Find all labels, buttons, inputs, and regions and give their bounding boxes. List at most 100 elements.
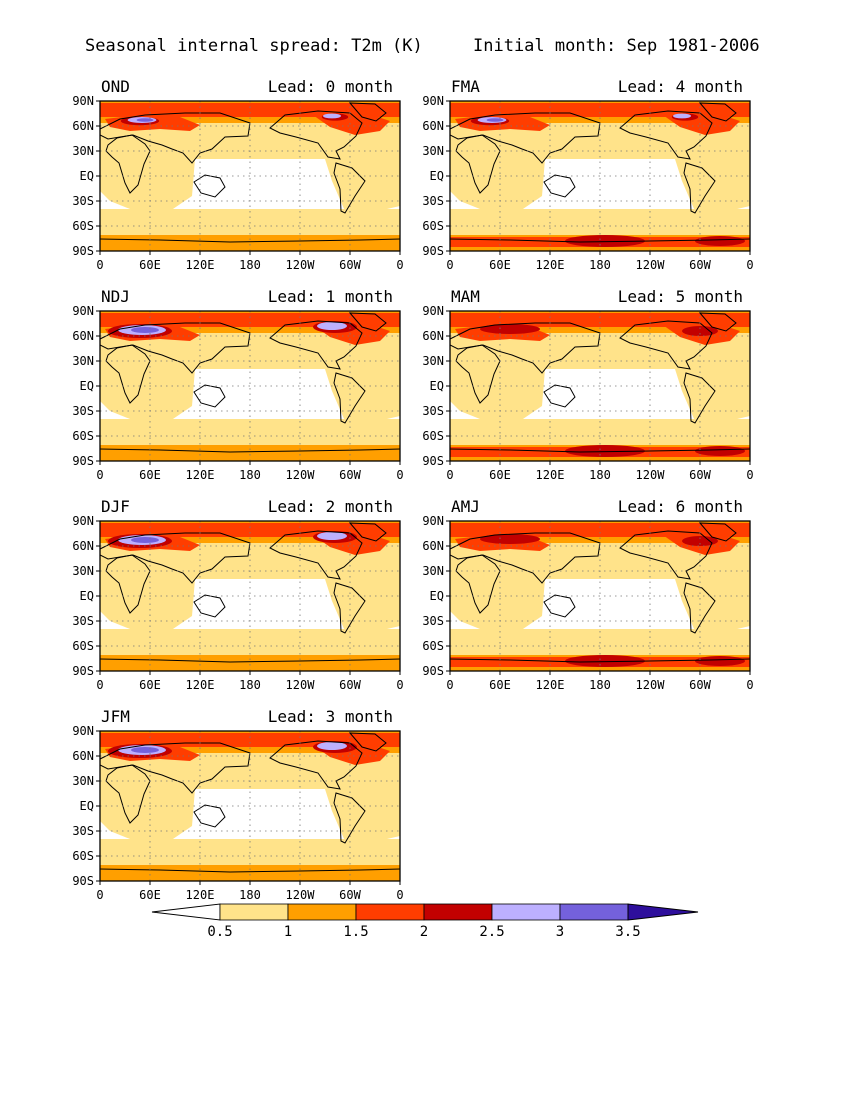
lat-tick-label: 90N — [72, 724, 94, 738]
lon-tick-label: 60E — [139, 468, 161, 482]
lat-tick-label: 90S — [72, 454, 94, 468]
lon-tick-label: 180 — [239, 888, 261, 902]
panel-lead-label: Lead: 6 month — [618, 497, 743, 516]
lat-tick-label: 90N — [422, 94, 444, 108]
lon-tick-label: 60E — [489, 258, 511, 272]
lat-tick-label: 60S — [72, 639, 94, 653]
lon-tick-label: 120E — [536, 258, 565, 272]
lat-tick-label: EQ — [80, 169, 94, 183]
colorbar-low-arrow — [151, 903, 221, 921]
colorbar: 0.5 1 1.5 2 2.5 3 3.5 — [151, 903, 699, 940]
lat-tick-label: 60S — [72, 429, 94, 443]
lon-tick-label: 120W — [636, 468, 666, 482]
lon-tick-label: 180 — [239, 258, 261, 272]
lon-tick-label: 0 — [446, 468, 453, 482]
colorbar-swatch — [287, 903, 357, 921]
colorbar-swatch — [559, 903, 629, 921]
lat-tick-label: 60N — [72, 539, 94, 553]
lon-tick-label: 0 — [396, 468, 403, 482]
figure-title: Seasonal internal spread: T2m (K) — [85, 36, 423, 56]
colorbar-level-label: 2.5 — [479, 924, 504, 940]
lon-tick-label: 120W — [636, 678, 666, 692]
colorbar-level-label: 2 — [420, 924, 428, 940]
lat-tick-label: 90N — [422, 514, 444, 528]
lat-tick-label: 30S — [422, 614, 444, 628]
lon-tick-label: 0 — [96, 258, 103, 272]
map-field — [99, 730, 401, 882]
map-field — [449, 310, 751, 462]
lon-tick-label: 60E — [489, 678, 511, 692]
lat-tick-label: 30S — [72, 614, 94, 628]
lon-tick-label: 180 — [589, 468, 611, 482]
lat-tick-label: 90S — [422, 244, 444, 258]
panel-lead-label: Lead: 4 month — [618, 77, 743, 96]
panel-season-label: JFM — [101, 707, 130, 726]
map-field — [449, 520, 751, 672]
lon-tick-label: 180 — [239, 468, 261, 482]
lon-tick-label: 120W — [286, 678, 316, 692]
lon-tick-label: 0 — [96, 468, 103, 482]
colorbar-swatch — [355, 903, 425, 921]
lat-tick-label: 90S — [72, 664, 94, 678]
lon-tick-label: 120W — [286, 258, 316, 272]
lon-tick-label: 120W — [286, 468, 316, 482]
lat-tick-label: 90N — [72, 304, 94, 318]
lon-tick-label: 0 — [446, 678, 453, 692]
colorbar-level-label: 1.5 — [343, 924, 368, 940]
colorbar-level-label: 3.5 — [615, 924, 640, 940]
colorbar-swatch — [491, 903, 561, 921]
lat-tick-label: 60N — [72, 749, 94, 763]
colorbar-high-arrow — [627, 903, 699, 921]
lon-tick-label: 0 — [396, 678, 403, 692]
lat-tick-label: 30S — [72, 194, 94, 208]
lon-tick-label: 0 — [396, 888, 403, 902]
lon-tick-label: 120E — [186, 678, 215, 692]
lat-tick-label: EQ — [430, 169, 444, 183]
lat-tick-label: 60N — [72, 119, 94, 133]
lat-tick-label: EQ — [430, 379, 444, 393]
lon-tick-label: 60E — [139, 888, 161, 902]
lon-tick-label: 60W — [689, 258, 711, 272]
lon-tick-label: 0 — [96, 678, 103, 692]
colorbar-swatch — [219, 903, 289, 921]
lon-tick-label: 0 — [746, 258, 753, 272]
map-field — [449, 100, 751, 252]
lon-tick-label: 60E — [139, 258, 161, 272]
lon-tick-label: 120E — [186, 468, 215, 482]
map-field — [99, 310, 401, 462]
lon-tick-label: 180 — [589, 678, 611, 692]
lat-tick-label: 60S — [422, 429, 444, 443]
lat-tick-label: 90S — [72, 874, 94, 888]
lon-tick-label: 120W — [636, 258, 666, 272]
lon-tick-label: 180 — [239, 678, 261, 692]
lat-tick-label: 90N — [72, 514, 94, 528]
lat-tick-label: 30N — [72, 774, 94, 788]
panel-season-label: OND — [101, 77, 130, 96]
lat-tick-label: 60S — [72, 849, 94, 863]
lat-tick-label: 30S — [72, 824, 94, 838]
panel-season-label: AMJ — [451, 497, 480, 516]
lon-tick-label: 180 — [589, 258, 611, 272]
lon-tick-label: 60W — [689, 468, 711, 482]
lon-tick-label: 60W — [339, 468, 361, 482]
lon-tick-label: 60W — [339, 678, 361, 692]
lon-tick-label: 0 — [746, 468, 753, 482]
lon-tick-label: 120W — [286, 888, 316, 902]
lat-tick-label: 90N — [422, 304, 444, 318]
lat-tick-label: 90S — [422, 664, 444, 678]
lat-tick-label: EQ — [430, 589, 444, 603]
lat-tick-label: 30N — [72, 144, 94, 158]
colorbar-level-label: 0.5 — [207, 924, 232, 940]
panel-lead-label: Lead: 3 month — [268, 707, 393, 726]
lon-tick-label: 0 — [396, 258, 403, 272]
lat-tick-label: 30N — [422, 354, 444, 368]
lon-tick-label: 0 — [446, 258, 453, 272]
lon-tick-label: 120E — [186, 888, 215, 902]
